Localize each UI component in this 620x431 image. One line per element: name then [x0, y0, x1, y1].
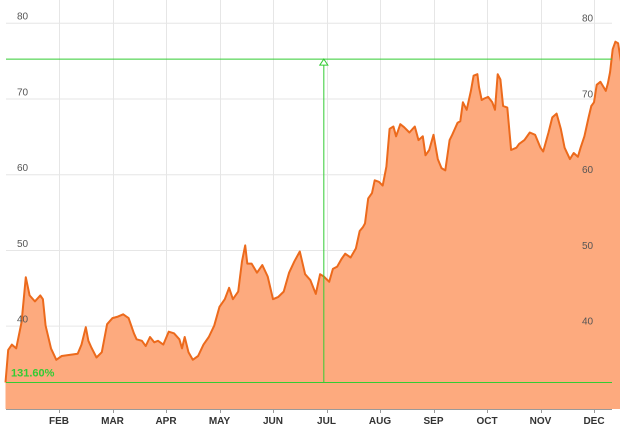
x-tick-label: MAY: [209, 416, 231, 427]
x-tick-label: APR: [155, 416, 177, 427]
y-tick-label-right: 50: [582, 241, 594, 252]
y-tick-label-left: 40: [17, 315, 29, 326]
x-axis-month-labels: FEB MAR APR MAY JUN JUL AUG SEP OCT NOV DEC: [49, 416, 605, 427]
y-tick-label-left: 60: [17, 163, 29, 174]
x-tick-label: FEB: [49, 416, 69, 427]
y-tick-label-right: 80: [582, 14, 594, 25]
y-tick-label-right: 60: [582, 165, 594, 176]
price-line: [4, 40, 620, 383]
y-tick-label-right: 40: [582, 317, 594, 328]
x-tick-label: OCT: [476, 416, 497, 427]
x-tick-label: MAR: [101, 416, 125, 427]
x-tick-label: NOV: [530, 416, 552, 427]
x-axis: [6, 409, 612, 413]
x-tick-label: JUN: [263, 416, 283, 427]
x-tick-label: AUG: [369, 416, 391, 427]
y-axis-right-labels: 40 50 60 70 80: [582, 14, 594, 328]
guide-arrow-head: [318, 58, 329, 66]
price-area-fill: [5, 41, 620, 409]
x-tick-label: JUL: [317, 416, 336, 427]
y-tick-label-left: 80: [17, 12, 29, 23]
y-tick-label-left: 50: [17, 239, 29, 250]
y-tick-label-right: 70: [582, 89, 594, 100]
gain-annotation: [6, 58, 612, 383]
y-axis-left-labels: 40 50 60 70 80: [17, 12, 29, 326]
x-tick-label: SEP: [423, 416, 443, 427]
gain-percentage-label: 131.60%: [11, 367, 55, 379]
x-tick-label: DEC: [583, 416, 604, 427]
y-tick-label-left: 70: [17, 87, 29, 98]
